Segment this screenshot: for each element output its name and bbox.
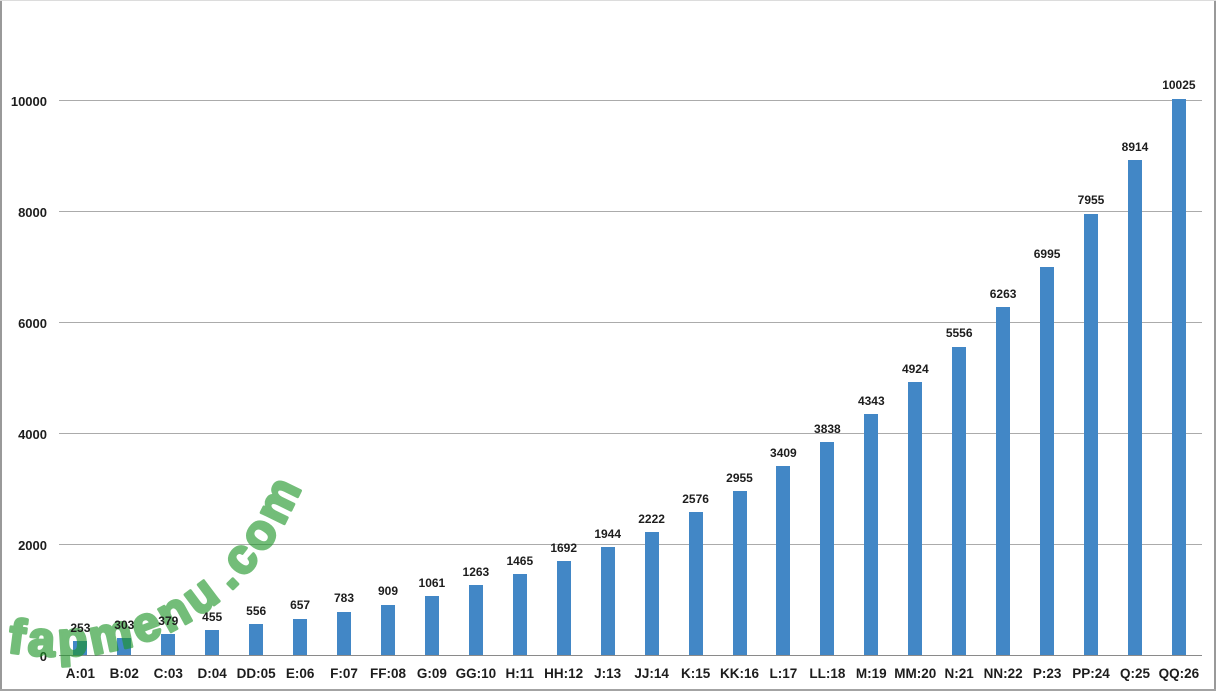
svg-text:fapmenu.com: fapmenu.com <box>6 465 314 667</box>
